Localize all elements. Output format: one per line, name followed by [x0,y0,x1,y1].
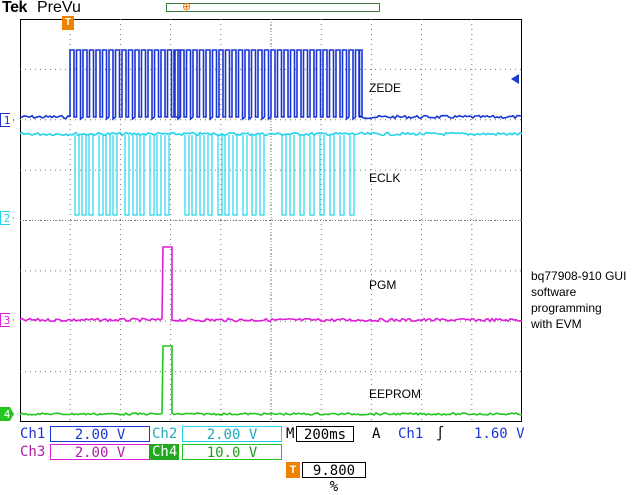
annotation-line: programming [531,301,602,315]
ch1-scale[interactable]: 2.00 V [50,426,150,443]
trigger-position-icon[interactable]: T [62,16,74,30]
ch2-pulse [242,135,248,216]
ch2-pulse [281,135,287,216]
title-bar: Tek PreVu ⊕ [0,0,640,18]
ch2-pulse [339,135,345,216]
ch2-pulse [112,135,118,216]
ch2-pulse [251,135,257,216]
trigger-slope-icon: ∫ [436,426,445,442]
ch2-pulse [309,135,315,216]
ch2-pulse [259,135,265,216]
ch3-name-label: PGM [369,278,397,292]
ch2-pulse [184,135,190,216]
ch3-label[interactable]: Ch3 [20,444,46,460]
ch2-pulse [124,135,130,216]
waveforms [20,49,522,416]
ch2-pulse [191,135,197,216]
ch2-pulse [149,135,155,216]
ch2-pulse [207,135,213,216]
ch2-pulse [329,135,335,216]
ch2-pulse [299,135,305,216]
ch2-pulse [164,135,170,216]
ch1-ground-marker[interactable]: 1 [0,113,14,127]
ch2-scale[interactable]: 2.00 V [182,426,282,443]
ch2-label[interactable]: Ch2 [152,426,178,442]
trigger-position-label-icon: T [286,462,300,478]
annotation-line: bq77908-910 GUI [531,269,627,283]
ch2-pulse [88,135,94,216]
ch2-pulse [139,135,145,216]
ch4-ground-marker[interactable]: 4 [0,407,14,421]
ch2-pulse [217,135,223,216]
trigger-level-value[interactable]: 1.60 V [474,426,525,442]
ch2-trace [20,131,522,137]
ch3-scale[interactable]: 2.00 V [50,444,150,461]
record-trigger-marker-icon: ⊕ [182,0,192,13]
trigger-position-value[interactable]: 9.800 % [302,462,366,495]
ch2-pulse [156,135,162,216]
timebase-value[interactable]: 200ms [296,426,354,443]
ch1-trace [20,49,522,121]
timebase-label: M [286,426,295,442]
ch2-name-label: ECLK [369,171,401,185]
ch3-trace [20,246,522,323]
graticule [20,19,522,422]
ch1-name-label: ZEDE [369,81,402,95]
brand-logo: Tek [2,0,27,16]
ch2-pulse [199,135,205,216]
ch2-pulse [98,135,104,216]
annotation-text: bq77908-910 GUI software programming wit… [531,268,636,332]
ch2-ground-marker[interactable]: 2 [0,211,14,225]
ch2-pulse [224,135,230,216]
ch2-pulse [289,135,295,216]
record-position-bar[interactable] [166,3,380,12]
ch1-label[interactable]: Ch1 [20,426,46,442]
ch2-pulse [132,135,138,216]
ch4-label[interactable]: Ch4 [150,444,180,460]
annotation-line: software [531,285,577,299]
trigger-level-icon[interactable] [511,74,519,84]
ch2-pulse [81,135,87,216]
ch2-pulse [105,135,111,216]
ch4-name-label: EEPROM [369,387,422,401]
ch4-trace [20,345,522,416]
ch2-pulse [232,135,238,216]
acquisition-mode: PreVu [37,0,81,16]
ch2-pulse [349,135,355,216]
acquisition-label: A [372,426,381,442]
ch4-scale[interactable]: 10.0 V [182,444,282,461]
ch2-pulse [74,135,80,216]
status-readout: Ch1 2.00 V Ch2 2.00 V M 200ms A Ch1 ∫ 1.… [0,424,640,495]
ch2-pulse [319,135,325,216]
trigger-source[interactable]: Ch1 [398,426,424,442]
annotation-line: with EVM [531,317,582,331]
ch3-ground-marker[interactable]: 3 [0,313,14,327]
